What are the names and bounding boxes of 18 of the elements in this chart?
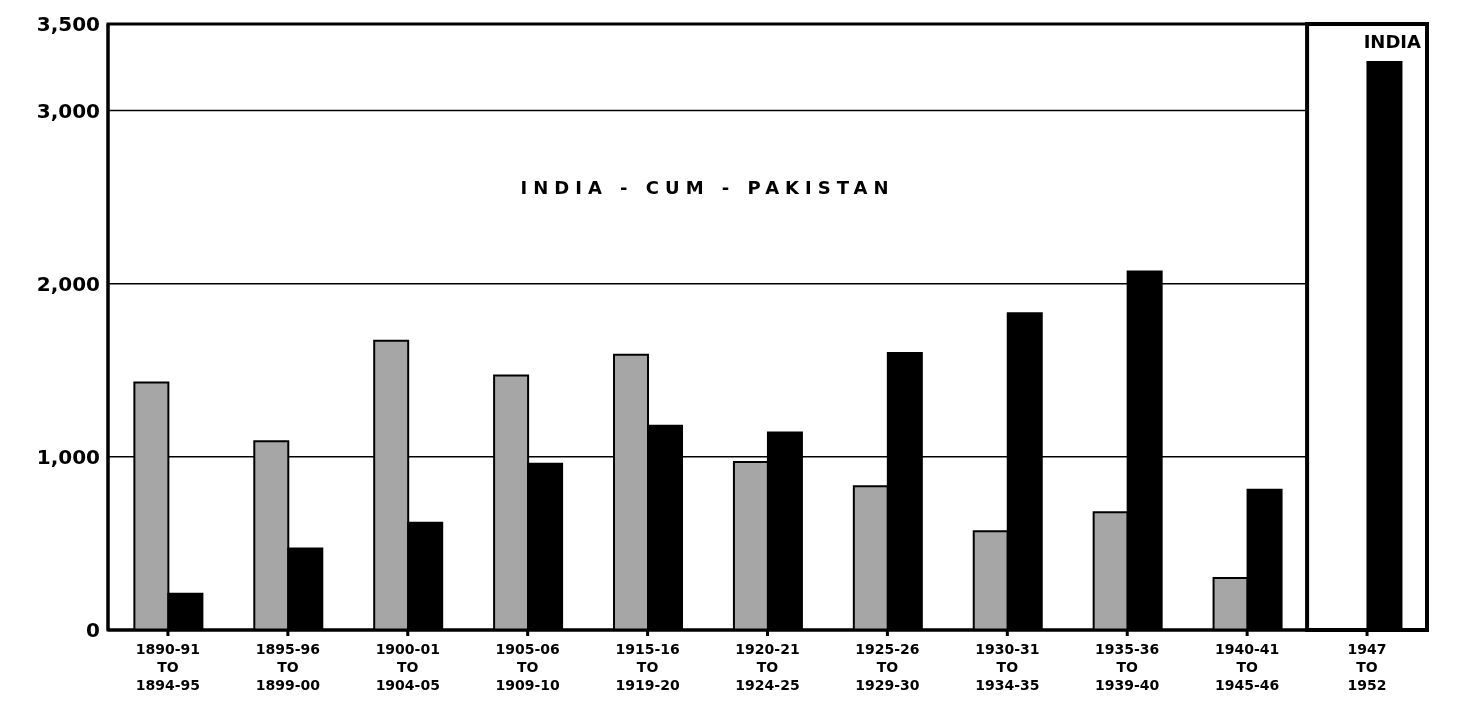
x-tick-label: 1905-06 TO 1909-10 [495,641,561,693]
x-tick-label: 1895-96 TO 1899-00 [255,641,321,693]
y-tick-label: 0 [86,618,100,643]
band-label: INDIA [1363,31,1422,52]
y-tick-label: 1,000 [36,444,100,469]
x-tick-label: 1920-21 TO 1924-25 [735,641,800,693]
x-tick-label: 1890-91 TO 1894-95 [135,641,201,693]
annotation: INDIA - CUM - PAKISTAN [520,176,895,198]
y-tick-label: 3,500 [36,12,100,37]
x-tick-label: 1947 TO 1952 [1347,641,1387,693]
y-tick-label: 3,000 [36,98,100,123]
x-tick-label: 1925-26 TO 1929-30 [855,641,920,693]
x-tick-label: 1940-41 TO 1945-46 [1215,641,1280,693]
y-tick-label: 2,000 [36,271,100,296]
x-tick-label: 1930-31 TO 1934-35 [975,641,1040,693]
x-tick-label: 1935-36 TO 1939-40 [1095,641,1160,693]
x-tick-label: 1900-01 TO 1904-05 [375,641,440,693]
x-tick-label: 1915-16 TO 1919-20 [615,641,680,693]
